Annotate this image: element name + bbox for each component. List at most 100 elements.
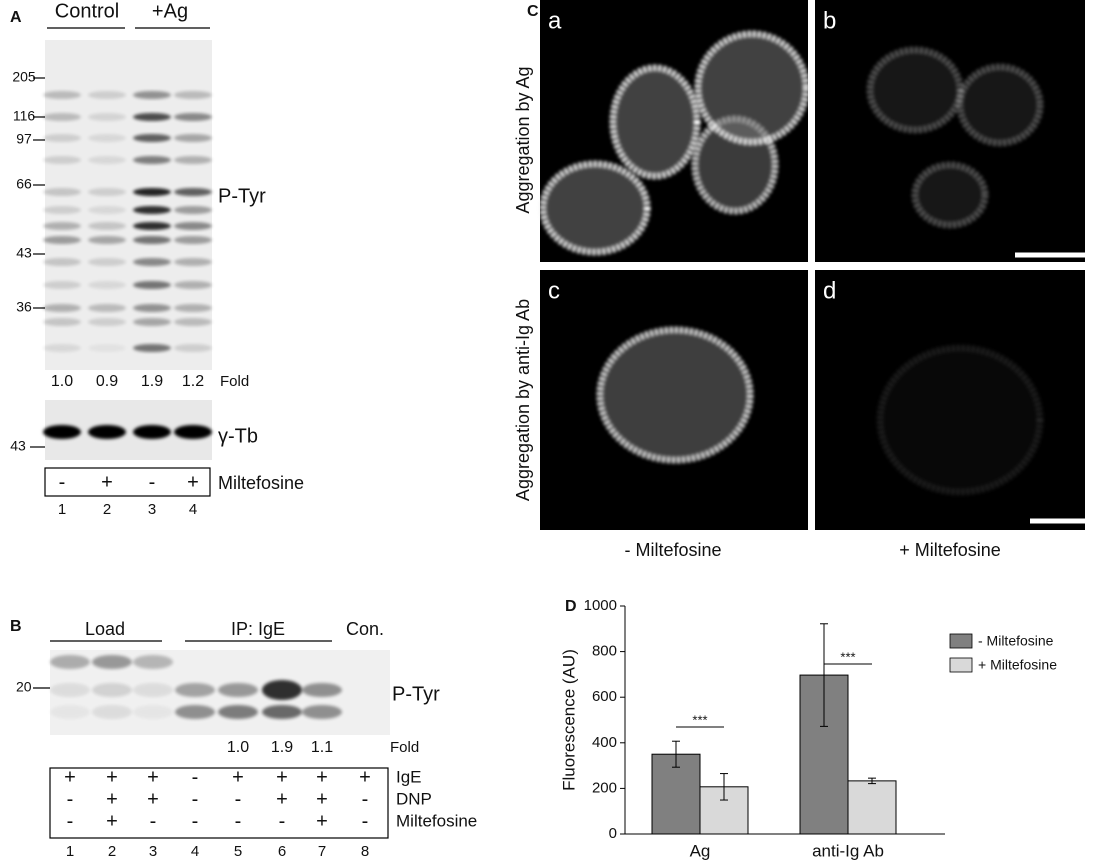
fold-value: 1.0 <box>51 373 73 390</box>
band <box>133 156 171 164</box>
blot-label: γ-Tb <box>218 425 258 447</box>
band <box>133 683 173 697</box>
cell-body <box>698 34 806 142</box>
panel-label: D <box>565 598 577 615</box>
treatment-sign: + <box>276 766 288 788</box>
error-bar <box>672 740 680 768</box>
marker-label: 36 <box>16 299 32 315</box>
cell-body <box>613 68 697 176</box>
cell-membrane <box>876 344 1044 496</box>
x-tick-label: anti-Ig Ab <box>812 841 884 860</box>
band <box>88 206 126 214</box>
marker-label: 66 <box>16 176 32 192</box>
marker-label: 43 <box>16 245 32 261</box>
band <box>174 222 212 230</box>
band <box>88 236 126 244</box>
band <box>43 318 81 326</box>
significance: *** <box>840 649 855 664</box>
band <box>92 705 132 719</box>
band <box>133 304 171 312</box>
marker-label: 116 <box>13 108 36 124</box>
band <box>133 258 171 266</box>
fold-value: 0.9 <box>96 373 118 390</box>
band <box>43 304 81 312</box>
band <box>50 705 90 719</box>
band <box>88 258 126 266</box>
band <box>43 258 81 266</box>
blot-label: P-Tyr <box>392 683 440 705</box>
treatment-sign: - <box>192 788 199 810</box>
cell-body <box>543 164 647 252</box>
band <box>88 156 126 164</box>
lane-number: 2 <box>103 501 111 518</box>
y-tick-label: 800 <box>592 643 617 660</box>
column-label: + Miltefosine <box>899 540 1001 560</box>
band <box>133 425 171 439</box>
y-tick-label: 600 <box>592 688 617 705</box>
fold-label: Fold <box>390 739 419 756</box>
treatment-sign: - <box>235 788 242 810</box>
treatment-sign: + <box>316 810 328 832</box>
group-label: Con. <box>346 619 384 639</box>
band <box>133 188 171 196</box>
treatment-sign: - <box>59 471 66 493</box>
treatment-sign: + <box>147 788 159 810</box>
lane-number: 7 <box>318 843 326 860</box>
cell-membrane <box>539 160 651 256</box>
y-tick-label: 400 <box>592 734 617 751</box>
cell-body <box>915 165 985 225</box>
legend-label: + Miltefosine <box>978 657 1057 673</box>
cell-membrane <box>609 64 701 180</box>
band <box>133 281 171 289</box>
marker-label: 43 <box>10 438 26 454</box>
cell-membrane <box>956 63 1044 147</box>
band <box>43 344 81 352</box>
treatment-sign: + <box>64 766 76 788</box>
panel-label: C <box>527 3 539 20</box>
treatment-sign: - <box>192 810 199 832</box>
band <box>43 134 81 142</box>
y-axis-label: Fluorescence (AU) <box>559 649 578 791</box>
cell-body <box>870 50 960 130</box>
band <box>174 156 212 164</box>
band <box>43 188 81 196</box>
band <box>174 188 212 196</box>
lane-number: 4 <box>189 501 197 518</box>
cell-body <box>960 67 1040 143</box>
group-label: Load <box>85 619 125 639</box>
row-label: Miltefosine <box>396 811 477 830</box>
legend-swatch <box>949 657 973 673</box>
band <box>88 188 126 196</box>
band <box>43 91 81 99</box>
treatment-sign: + <box>187 471 199 493</box>
treatment-sign: - <box>362 810 369 832</box>
lane-number: 8 <box>361 843 369 860</box>
band <box>174 91 212 99</box>
band <box>174 344 212 352</box>
fold-value: 1.9 <box>271 739 293 756</box>
lane-number: 1 <box>58 501 66 518</box>
band <box>88 134 126 142</box>
band <box>88 91 126 99</box>
treatment-box <box>44 467 211 497</box>
column-label: - Miltefosine <box>624 540 721 560</box>
band <box>133 318 171 326</box>
y-tick-label: 0 <box>609 825 617 842</box>
row-label: IgE <box>396 767 422 786</box>
treatment-sign: + <box>147 766 159 788</box>
lane-number: 4 <box>191 843 199 860</box>
fold-value: 1.1 <box>311 739 333 756</box>
band <box>88 318 126 326</box>
band <box>133 705 173 719</box>
image-letter: b <box>823 7 836 34</box>
band <box>88 281 126 289</box>
band <box>133 344 171 352</box>
y-tick-label: 1000 <box>584 597 617 614</box>
band <box>88 113 126 121</box>
treatment-label: Miltefosine <box>218 473 304 493</box>
band <box>218 705 258 719</box>
image-letter: d <box>823 277 836 304</box>
treatment-sign: + <box>106 766 118 788</box>
band <box>302 683 342 697</box>
group-label: +Ag <box>152 0 188 22</box>
